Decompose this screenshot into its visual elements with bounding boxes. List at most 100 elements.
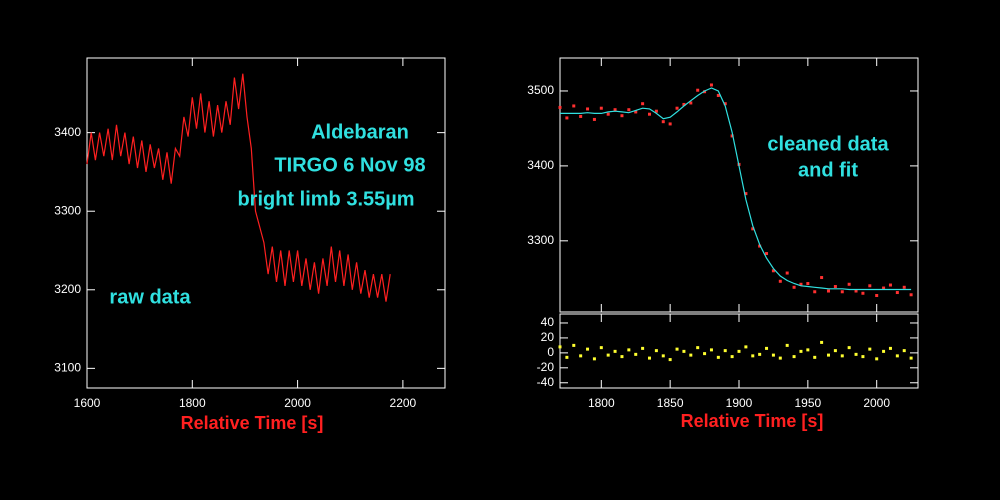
- data-point: [847, 282, 851, 286]
- x-tick-label: 1800: [588, 396, 615, 410]
- data-point: [565, 355, 569, 359]
- x-axis-label: Relative Time [s]: [681, 411, 824, 431]
- data-point: [882, 349, 886, 353]
- data-point: [696, 346, 700, 350]
- data-point: [592, 117, 596, 121]
- data-point: [820, 276, 824, 280]
- data-point: [586, 347, 590, 351]
- data-point: [895, 354, 899, 358]
- data-point: [771, 269, 775, 273]
- data-point: [875, 294, 879, 298]
- data-point: [565, 116, 569, 120]
- data-point: [827, 353, 830, 357]
- x-axis-label: Relative Time [s]: [181, 413, 324, 433]
- data-point: [861, 291, 865, 295]
- y-tick-label: 3400: [54, 125, 81, 139]
- data-point: [606, 112, 610, 116]
- data-point: [558, 105, 562, 109]
- data-point: [648, 356, 651, 360]
- data-point: [723, 102, 727, 106]
- y-tick-label: 40: [541, 315, 555, 329]
- data-line: [86, 73, 391, 302]
- y-tick-label: 3300: [54, 203, 81, 217]
- data-point: [813, 290, 817, 294]
- data-point: [785, 271, 789, 275]
- data-point: [696, 88, 700, 92]
- data-point: [840, 354, 844, 358]
- data-point: [572, 104, 576, 108]
- annotation: and fit: [798, 159, 858, 181]
- data-point: [833, 349, 837, 353]
- y-tick-label: 20: [541, 330, 555, 344]
- x-tick-label: 2200: [390, 396, 417, 410]
- data-point: [861, 355, 865, 359]
- data-point: [744, 345, 748, 349]
- data-point: [716, 355, 720, 359]
- data-point: [716, 93, 720, 97]
- data-point: [668, 358, 672, 362]
- data-point: [572, 343, 576, 347]
- data-point: [771, 353, 775, 357]
- data-point: [641, 346, 645, 350]
- data-point: [675, 106, 679, 110]
- data-point: [661, 120, 665, 124]
- data-point: [682, 349, 686, 353]
- y-tick-label: 0: [547, 345, 554, 359]
- y-tick-label: 3200: [54, 282, 81, 296]
- x-tick-label: 1950: [794, 396, 821, 410]
- data-point: [627, 348, 631, 352]
- plot-frame: [86, 57, 446, 389]
- data-point: [654, 109, 658, 113]
- data-point: [888, 346, 892, 350]
- data-point: [847, 346, 851, 350]
- x-tick-label: 2000: [284, 396, 311, 410]
- data-point: [668, 122, 672, 126]
- data-point: [661, 354, 665, 358]
- data-point: [579, 114, 583, 118]
- x-tick-label: 1900: [726, 396, 753, 410]
- data-point: [620, 355, 624, 359]
- data-point: [806, 348, 810, 352]
- annotation: TIRGO 6 Nov 98: [274, 154, 425, 176]
- y-tick-label: 3300: [527, 233, 554, 247]
- data-point: [613, 108, 617, 112]
- data-point: [558, 345, 562, 349]
- data-point: [586, 107, 590, 111]
- data-point: [709, 83, 713, 87]
- data-point: [634, 110, 638, 114]
- data-point: [737, 349, 741, 353]
- data-point: [599, 346, 603, 350]
- y-tick-label: 3400: [527, 158, 554, 172]
- data-point: [854, 352, 858, 356]
- data-point: [606, 353, 610, 357]
- data-point: [620, 114, 624, 118]
- data-point: [868, 347, 872, 351]
- data-point: [820, 340, 824, 344]
- x-tick-label: 1600: [74, 396, 101, 410]
- data-point: [902, 349, 906, 353]
- y-tick-label: 3500: [527, 83, 554, 97]
- data-point: [751, 227, 755, 231]
- data-point: [730, 355, 734, 359]
- data-point: [778, 279, 782, 283]
- annotation: bright limb 3.55µm: [237, 188, 414, 210]
- data-point: [765, 346, 769, 350]
- data-point: [689, 353, 693, 357]
- data-point: [751, 354, 755, 358]
- data-point: [765, 252, 769, 256]
- data-point: [827, 289, 830, 293]
- data-point: [909, 356, 913, 360]
- data-point: [882, 286, 886, 290]
- annotation: raw data: [109, 286, 191, 308]
- data-point: [599, 106, 603, 110]
- data-point: [806, 282, 810, 286]
- data-point: [627, 108, 631, 112]
- data-point: [778, 356, 782, 360]
- data-point: [813, 355, 817, 359]
- data-point: [592, 357, 596, 361]
- fit-line: [560, 87, 912, 291]
- data-point: [895, 291, 899, 295]
- annotation: cleaned data: [767, 133, 889, 155]
- data-point: [703, 352, 707, 356]
